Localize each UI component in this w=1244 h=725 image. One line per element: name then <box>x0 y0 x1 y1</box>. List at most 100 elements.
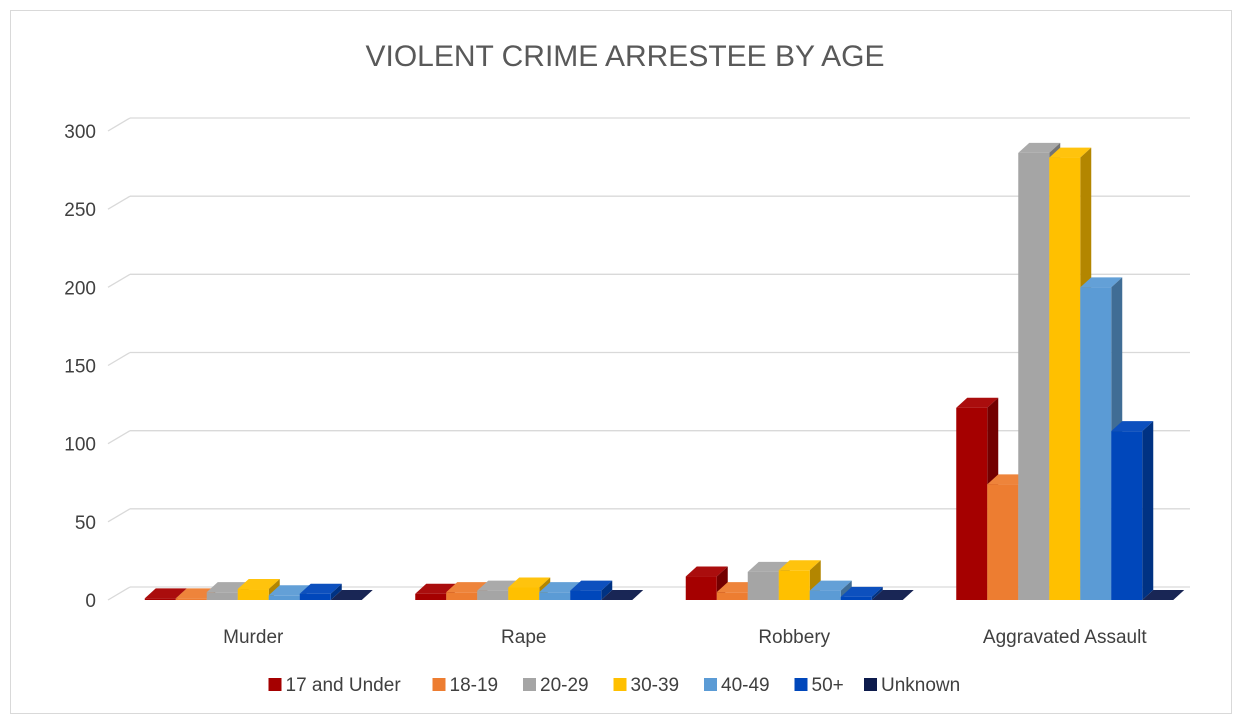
y-tick-label: 200 <box>64 278 96 299</box>
bar-front <box>956 407 988 600</box>
bar-front <box>840 596 872 600</box>
bar-top <box>1142 590 1185 600</box>
bar-front <box>539 592 571 600</box>
bar-side <box>871 586 883 600</box>
bar-front <box>268 595 300 600</box>
category-label: Rape <box>501 627 546 648</box>
category-label: Aggravated Assault <box>983 627 1147 648</box>
legend-item: 17 and Under <box>268 675 402 696</box>
bar-top <box>809 580 852 591</box>
category-label: Murder <box>223 627 284 648</box>
bar-top <box>1018 142 1061 153</box>
gridline-slant <box>107 195 131 210</box>
y-tick-label: 150 <box>64 357 96 378</box>
bar-front <box>415 593 447 600</box>
bar-front <box>446 592 478 600</box>
bar-top <box>539 582 582 593</box>
bar <box>601 590 644 600</box>
legend-item: Unknown <box>864 675 960 696</box>
category-labels: Murder Rape Robbery Aggravated Assault <box>223 627 1147 648</box>
bar-top <box>237 579 280 590</box>
bar-top <box>601 590 644 600</box>
bar-side <box>1142 421 1154 600</box>
legend-swatch <box>704 678 717 691</box>
bar-side <box>330 583 342 600</box>
bar-top <box>747 561 790 572</box>
gridline-slant <box>107 508 131 523</box>
bar-front <box>1111 431 1143 600</box>
bar-top <box>299 583 342 594</box>
bar-front <box>508 587 540 600</box>
bar-top <box>1080 277 1123 288</box>
legend-swatch <box>268 678 282 691</box>
legend-item: 50+ <box>794 675 844 696</box>
bars <box>144 142 1185 601</box>
gridline-slant <box>107 430 131 445</box>
legend-label: Unknown <box>881 675 960 696</box>
bar-front <box>747 571 779 600</box>
legend-swatch <box>864 678 877 691</box>
gridline-slant <box>107 586 131 601</box>
bar-top <box>508 577 551 588</box>
bar-top <box>871 590 914 600</box>
legend-swatch <box>523 678 536 691</box>
bar-top <box>144 588 187 599</box>
y-tick-label: 100 <box>64 435 96 456</box>
bar-side <box>601 580 613 600</box>
bar-top <box>446 582 489 593</box>
legend-swatch <box>794 678 808 691</box>
bar <box>1111 421 1154 600</box>
gridline-slant <box>107 351 131 367</box>
bar-top <box>1049 147 1092 158</box>
y-tick-label: 0 <box>85 591 96 612</box>
legend-label: 50+ <box>812 675 844 696</box>
bar-front <box>1080 287 1112 600</box>
bar-front <box>206 592 238 600</box>
bar <box>840 586 883 600</box>
bar-front <box>477 590 509 600</box>
legend-swatch <box>432 678 446 691</box>
legend-item: 30-39 <box>613 675 680 696</box>
bar-top <box>685 566 728 577</box>
bar <box>1142 590 1185 600</box>
bar-top <box>778 560 821 571</box>
chart-title: VIOLENT CRIME ARRESTEE BY AGE <box>365 40 884 73</box>
bar-front <box>716 592 748 600</box>
bar <box>330 590 373 600</box>
y-tick-label: 50 <box>75 513 96 534</box>
bar <box>871 590 914 600</box>
bar-top <box>1111 421 1154 432</box>
legend-item: 18-19 <box>432 675 498 696</box>
bar-front <box>237 589 269 600</box>
legend-label: 40-49 <box>721 675 770 696</box>
legend-item: 20-29 <box>523 675 589 696</box>
bar-front <box>778 570 810 600</box>
y-tick-label: 300 <box>64 122 96 143</box>
bar-front <box>299 593 331 600</box>
y-axis-ticks: 0 50 100 150 200 250 300 <box>64 122 96 612</box>
bar-front <box>685 576 717 600</box>
legend-swatch <box>613 678 627 691</box>
bar-front <box>1018 152 1050 601</box>
bar-top <box>415 583 458 594</box>
legend-item: 40-49 <box>704 675 770 696</box>
legend-label: 20-29 <box>540 675 589 696</box>
bar-top <box>330 590 373 600</box>
y-tick-label: 250 <box>64 200 96 221</box>
bar-front <box>175 598 207 600</box>
bar <box>778 560 821 600</box>
bar <box>299 583 342 600</box>
bar-front <box>987 484 1019 600</box>
legend: 17 and Under 18-19 20-29 30-39 40-49 50+ Unkno… <box>268 675 960 696</box>
legend-label: 17 and Under <box>286 675 402 696</box>
bar-top <box>956 397 999 408</box>
bar <box>570 580 613 600</box>
legend-label: 30-39 <box>631 675 680 696</box>
bar-top <box>268 585 311 596</box>
bar-front <box>809 590 841 600</box>
gridline-slant <box>107 117 131 132</box>
bar-front <box>1049 157 1081 600</box>
bar-front <box>144 598 176 600</box>
bar-top <box>570 580 613 591</box>
